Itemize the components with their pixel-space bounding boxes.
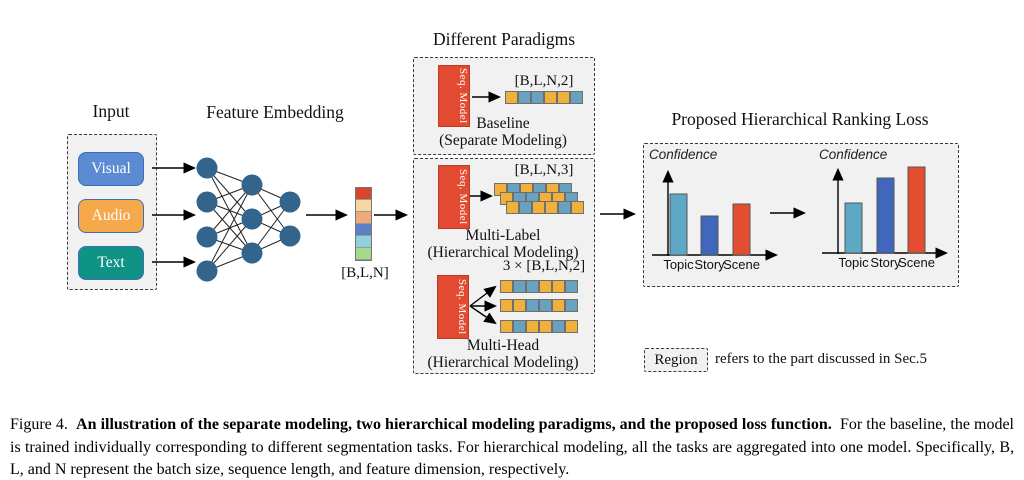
token-square: [558, 201, 571, 214]
chart-category-label: Story: [694, 257, 725, 272]
multihead-name: Multi-Head: [466, 337, 540, 354]
token-square: [513, 299, 526, 312]
feature-vector-cell: [356, 248, 371, 260]
token-square: [500, 280, 513, 293]
multilabel-name: Multi-Label: [465, 227, 541, 244]
baseline-shape-label: [B,L,N,2]: [514, 73, 574, 89]
network-node: [241, 208, 263, 230]
caption-rest: For the baseline, the model is trained i…: [10, 416, 1015, 478]
network-node: [196, 157, 218, 179]
figure-caption: Figure 4. An illustration of the separat…: [10, 414, 1014, 480]
token-square: [513, 280, 526, 293]
seq-model-block-baseline: Seq. Model: [438, 65, 470, 127]
token-square: [545, 201, 558, 214]
feature-vector-cell: [356, 236, 371, 248]
token-square: [506, 201, 519, 214]
token-square: [500, 320, 513, 333]
token-square: [532, 201, 545, 214]
chart-category-label: Story: [870, 255, 901, 270]
network-node: [196, 191, 218, 213]
confidence-axis-label-left: Confidence: [649, 147, 718, 162]
seq-model-block-multihead: Seq. Model: [437, 275, 469, 339]
baseline-subname: (Separate Modeling): [439, 132, 567, 149]
feature-vector-cell: [356, 212, 371, 224]
feature-vector-cell: [356, 200, 371, 212]
multilabel-token-row: [506, 201, 584, 214]
input-modality-text: Text: [78, 246, 144, 280]
multilabel-shape-label: [B,L,N,3]: [514, 162, 574, 178]
network-node: [279, 225, 301, 247]
token-square: [500, 299, 513, 312]
token-square: [552, 299, 565, 312]
token-square: [552, 320, 565, 333]
token-square: [518, 91, 531, 104]
input-section-title: Input: [92, 101, 130, 121]
token-square: [565, 280, 578, 293]
token-square: [539, 299, 552, 312]
seq-model-block-multilabel: Seq. Model: [438, 165, 470, 229]
input-modality-audio: Audio: [78, 199, 144, 233]
network-node: [241, 174, 263, 196]
multilabel-subname: (Hierarchical Modeling): [427, 244, 579, 261]
network-node: [241, 242, 263, 264]
baseline-name: Baseline: [476, 115, 530, 132]
token-square: [544, 91, 557, 104]
chart-category-label: Scene: [723, 257, 760, 272]
multihead-token-row: [500, 299, 578, 312]
baseline-token-row: [505, 91, 583, 104]
token-square: [565, 299, 578, 312]
different-paradigms-title: Different Paradigms: [432, 29, 576, 49]
token-square: [526, 320, 539, 333]
token-square: [513, 320, 526, 333]
feature-vector: [355, 187, 372, 261]
chart-category-label: Scene: [898, 255, 935, 270]
feature-vector-cell: [356, 188, 371, 200]
token-square: [557, 91, 570, 104]
network-node: [279, 191, 301, 213]
feature-embedding-title: Feature Embedding: [206, 102, 344, 122]
caption-prefix: Figure 4.: [10, 416, 68, 433]
network-node: [196, 226, 218, 248]
token-square: [552, 280, 565, 293]
multihead-token-row: [500, 280, 578, 293]
multihead-token-row: [500, 320, 578, 333]
token-square: [570, 91, 583, 104]
feature-vector-cell: [356, 224, 371, 236]
token-square: [539, 280, 552, 293]
feature-vector-shape-label: [B,L,N]: [341, 265, 389, 281]
token-square: [531, 91, 544, 104]
multihead-subname: (Hierarchical Modeling): [427, 354, 579, 371]
confidence-axis-label-right: Confidence: [819, 147, 888, 162]
network-node: [196, 260, 218, 282]
token-square: [526, 299, 539, 312]
caption-bold: An illustration of the separate modeling…: [76, 416, 832, 433]
token-square: [519, 201, 532, 214]
input-modality-visual: Visual: [78, 152, 144, 186]
chart-category-label: Topic: [663, 257, 694, 272]
chart-category-label: Topic: [838, 255, 869, 270]
token-square: [505, 91, 518, 104]
token-square: [571, 201, 584, 214]
region-legend-box: Region: [644, 348, 708, 372]
token-square: [526, 280, 539, 293]
ranking-loss-title: Proposed Hierarchical Ranking Loss: [671, 109, 929, 129]
token-square: [539, 320, 552, 333]
token-square: [565, 320, 578, 333]
multihead-shape-label: 3 × [B,L,N,2]: [502, 258, 586, 274]
region-legend-text: refers to the part discussed in Sec.5: [715, 351, 928, 367]
neural-network: [196, 157, 301, 282]
